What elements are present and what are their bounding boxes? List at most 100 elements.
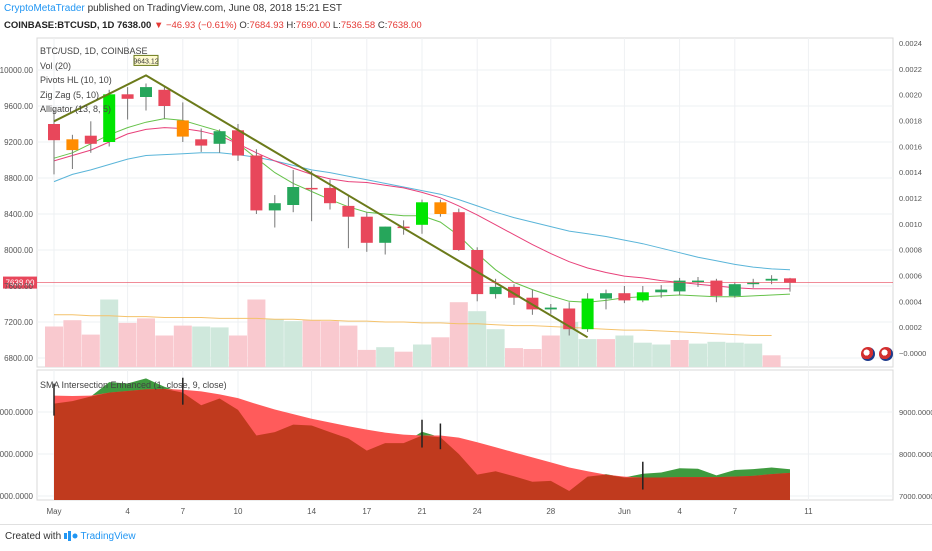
candle-body xyxy=(434,202,447,214)
y-axis-tick-label: 8400.00 xyxy=(4,210,33,219)
volume-bar xyxy=(192,326,211,367)
sub-y-axis-right-tick-label: 8000.0000 xyxy=(899,450,932,459)
published-line: CryptoMetaTrader published on TradingVie… xyxy=(4,3,342,14)
symbol-label[interactable]: COINBASE:BTCUSD, 1D xyxy=(4,20,115,31)
volume-bar xyxy=(541,335,560,367)
candle-body xyxy=(673,280,686,292)
symbol-ohlc-line: COINBASE:BTCUSD, 1D 7638.00 ▼ −46.93 (−0… xyxy=(4,20,422,31)
published-text: published on TradingView.com, June 08, 2… xyxy=(87,3,342,14)
publisher-link[interactable]: CryptoMetaTrader xyxy=(4,3,85,14)
tradingview-brand-link[interactable]: TradingView xyxy=(80,531,136,542)
volume-bar xyxy=(431,337,450,367)
y-axis-tick-label: 9600.00 xyxy=(4,102,33,111)
volume-bar xyxy=(247,299,266,367)
open-label: O: xyxy=(239,20,250,31)
sub-legend[interactable]: SMA Intersection Enhanced (1, close, 9, … xyxy=(40,380,227,390)
volume-bar xyxy=(321,321,339,367)
high-value: 7690.00 xyxy=(295,20,331,31)
volume-bar xyxy=(137,318,155,367)
candle-body xyxy=(66,139,79,151)
candle-body xyxy=(655,289,668,293)
volume-bar xyxy=(339,325,358,367)
x-axis-tick-label: 14 xyxy=(307,507,316,516)
volume-bar xyxy=(652,344,671,367)
volume-bar xyxy=(725,342,744,367)
volume-bar xyxy=(762,355,781,367)
volume-bar xyxy=(468,311,487,367)
candle-body xyxy=(636,292,649,301)
y-axis-right-tick-label: −0.0000 xyxy=(899,349,926,358)
alligator-jaw-line xyxy=(53,152,791,271)
price-tag-box xyxy=(3,276,37,289)
volume-ma-line xyxy=(54,314,772,336)
y-axis-right-tick-label: 0.0006 xyxy=(899,272,922,281)
sub-y-axis-right-tick-label: 7000.0000 xyxy=(899,492,932,501)
volume-bar xyxy=(707,341,726,367)
y-axis-right-tick-label: 0.0016 xyxy=(899,142,922,151)
last-price: 7638.00 xyxy=(116,20,152,31)
chart-header: CryptoMetaTrader published on TradingVie… xyxy=(0,0,932,38)
price-change: ▼ −46.93 (−0.61%) xyxy=(153,20,237,31)
x-axis-tick-label: 10 xyxy=(234,507,243,516)
candle-body xyxy=(452,212,465,250)
x-axis-tick-label: 7 xyxy=(733,507,738,516)
volume-bar xyxy=(173,325,192,367)
volume-bar xyxy=(100,299,119,367)
candle-body xyxy=(103,94,116,142)
y-axis-tick-label: 8000.00 xyxy=(4,246,33,255)
volume-bar xyxy=(210,327,229,367)
candle-body xyxy=(765,278,778,281)
x-axis-tick-label: 21 xyxy=(418,507,427,516)
legend-item-alligator[interactable]: Alligator (13, 8, 5) xyxy=(40,104,112,114)
y-axis-right-tick-label: 0.0004 xyxy=(899,297,922,306)
candle-body xyxy=(48,124,60,141)
x-axis-tick-label: 17 xyxy=(362,507,371,516)
candle-body xyxy=(508,286,520,298)
us-event-flag-icon[interactable] xyxy=(861,347,875,361)
zigzag-line xyxy=(53,74,589,339)
legend-item-zigzag[interactable]: Zig Zag (5, 10) xyxy=(40,89,100,100)
volume-bar xyxy=(505,348,523,367)
candle-body xyxy=(287,187,300,205)
candle-body xyxy=(416,202,428,225)
us-event-flag-icon[interactable] xyxy=(879,347,893,361)
candle-body xyxy=(342,205,355,217)
low-value: 7536.58 xyxy=(340,20,376,31)
high-label: H: xyxy=(286,20,296,31)
volume-bar xyxy=(523,349,542,367)
candle-body xyxy=(121,94,134,99)
volume-bar xyxy=(376,347,395,367)
sub-y-axis-right-tick-label: 9000.0000 xyxy=(899,408,932,417)
volume-bar xyxy=(229,335,247,367)
x-axis-tick-label: May xyxy=(46,507,61,516)
volume-bar xyxy=(284,321,303,367)
candle-body xyxy=(544,307,557,310)
volume-bar xyxy=(155,335,174,367)
x-axis-tick-label: 4 xyxy=(125,507,130,516)
volume-bar xyxy=(81,334,100,367)
volume-bar xyxy=(302,320,321,367)
candle-body xyxy=(360,216,373,243)
close-value: 7638.00 xyxy=(387,20,422,31)
volume-bar xyxy=(45,326,63,367)
y-axis-right-tick-label: 0.0018 xyxy=(899,117,922,126)
candle-body xyxy=(600,293,612,299)
volume-bar xyxy=(578,339,597,367)
candle-body xyxy=(268,203,281,211)
created-with: Created with TradingView xyxy=(5,531,136,542)
volume-bar xyxy=(394,351,413,367)
legend-item-volume[interactable]: Vol (20) xyxy=(40,60,72,71)
sub-y-axis-tick-label: 9000.0000 xyxy=(0,408,34,417)
main-legend: BTC/USD, 1D, COINBASE Vol (20) Pivots HL… xyxy=(40,44,148,117)
candle-body xyxy=(176,120,189,137)
volume-bar xyxy=(689,343,707,367)
sub-y-axis-tick-label: 7000.0000 xyxy=(0,492,34,501)
legend-item-pivots[interactable]: Pivots HL (10, 10) xyxy=(40,75,112,85)
volume-bar xyxy=(449,302,468,367)
y-axis-right-tick-label: 0.0008 xyxy=(899,246,922,255)
volume-bar xyxy=(413,344,431,367)
legend-title[interactable]: BTC/USD, 1D, COINBASE xyxy=(40,46,148,56)
y-axis-tick-label: 9200.00 xyxy=(4,138,33,147)
tradingview-logo-icon xyxy=(63,531,78,542)
low-label: L: xyxy=(332,20,341,31)
